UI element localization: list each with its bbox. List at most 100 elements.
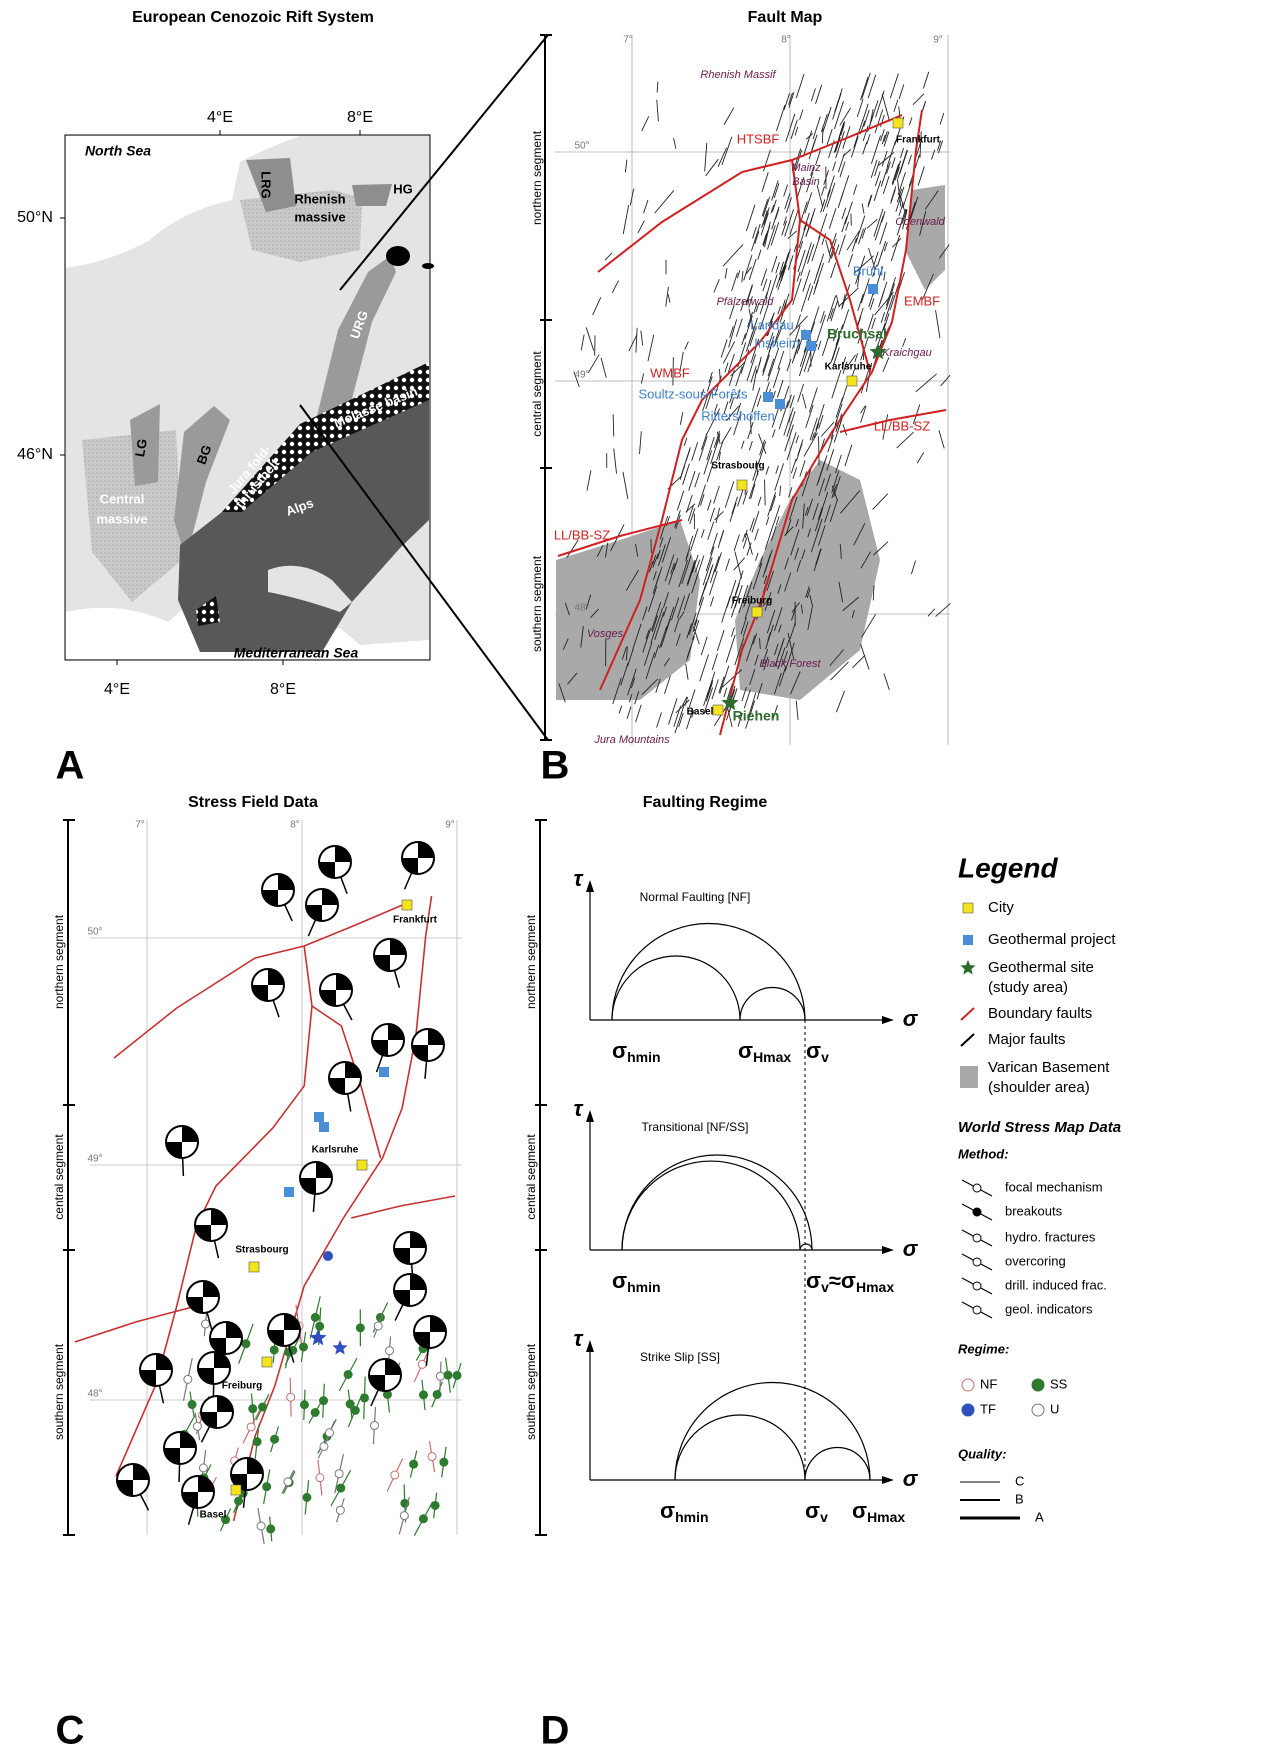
major-fault bbox=[788, 487, 793, 498]
major-fault bbox=[860, 405, 867, 423]
major-fault bbox=[891, 164, 899, 185]
major-fault bbox=[700, 389, 705, 398]
major-fault bbox=[764, 592, 772, 611]
major-fault bbox=[839, 490, 861, 514]
major-fault bbox=[830, 262, 837, 279]
major-fault bbox=[687, 505, 694, 522]
major-fault bbox=[714, 552, 722, 573]
legend-symbol bbox=[960, 1033, 975, 1047]
major-fault bbox=[771, 255, 778, 273]
major-fault bbox=[724, 481, 735, 508]
legend-heading: Method: bbox=[958, 1146, 1009, 1161]
major-fault bbox=[813, 548, 822, 572]
major-fault bbox=[745, 286, 753, 306]
stress-marker bbox=[319, 1396, 329, 1406]
major-fault bbox=[651, 615, 658, 633]
major-fault bbox=[883, 313, 890, 331]
stress-marker bbox=[221, 1515, 231, 1525]
major-fault bbox=[573, 371, 580, 387]
major-fault bbox=[754, 528, 759, 541]
major-fault bbox=[803, 432, 818, 457]
stress-marker bbox=[319, 1441, 329, 1451]
major-fault bbox=[846, 230, 860, 251]
stress-marker bbox=[355, 1323, 365, 1333]
focal-quadrant bbox=[394, 1232, 426, 1264]
major-fault bbox=[817, 455, 828, 483]
major-fault bbox=[809, 594, 814, 608]
major-fault bbox=[789, 208, 799, 236]
major-fault bbox=[784, 642, 795, 672]
major-fault bbox=[684, 696, 689, 707]
basement bbox=[556, 520, 700, 700]
major-fault bbox=[725, 558, 730, 571]
major-fault bbox=[907, 154, 912, 165]
major-fault bbox=[567, 672, 578, 685]
major-fault bbox=[714, 511, 724, 521]
major-fault bbox=[733, 534, 740, 552]
legend-item: overcoring bbox=[1005, 1253, 1066, 1268]
major-fault bbox=[784, 572, 792, 592]
city-marker bbox=[846, 375, 858, 387]
legend-item: Boundary faults bbox=[988, 1005, 1092, 1022]
boundary-fault bbox=[557, 519, 683, 557]
major-fault bbox=[938, 430, 945, 449]
stress-label: σhmin bbox=[612, 1038, 661, 1065]
major-fault bbox=[762, 196, 771, 218]
region-label: Central bbox=[100, 491, 145, 506]
major-fault bbox=[795, 150, 803, 170]
major-fault bbox=[729, 502, 737, 522]
major-fault bbox=[643, 642, 653, 666]
major-fault bbox=[816, 314, 826, 343]
major-fault bbox=[654, 611, 665, 640]
major-fault bbox=[748, 296, 753, 308]
major-fault bbox=[706, 671, 716, 696]
basement bbox=[735, 460, 880, 700]
major-fault bbox=[790, 119, 798, 140]
major-fault bbox=[648, 585, 658, 612]
major-fault bbox=[896, 178, 902, 207]
major-fault bbox=[741, 333, 746, 346]
major-fault bbox=[826, 128, 833, 145]
major-fault bbox=[654, 189, 675, 214]
major-fault bbox=[703, 450, 713, 475]
major-fault bbox=[663, 592, 669, 608]
city-marker bbox=[230, 1484, 242, 1496]
major-fault bbox=[664, 554, 675, 582]
major-fault bbox=[844, 444, 853, 467]
major-fault bbox=[743, 689, 751, 709]
major-fault bbox=[755, 460, 759, 476]
major-fault bbox=[693, 626, 700, 645]
map-label: Strasbourg bbox=[711, 461, 764, 472]
stress-marker bbox=[262, 1482, 272, 1492]
faults bbox=[558, 71, 951, 734]
major-fault bbox=[689, 508, 696, 525]
segment-label: central segment bbox=[524, 1134, 538, 1220]
legend-symbol bbox=[960, 1066, 978, 1088]
major-fault bbox=[786, 394, 792, 408]
legend-symbol bbox=[960, 1007, 975, 1021]
stress-label: σv bbox=[806, 1038, 829, 1065]
major-fault bbox=[694, 472, 700, 488]
major-fault bbox=[778, 400, 789, 430]
major-fault bbox=[815, 150, 821, 166]
stress-marker bbox=[345, 1399, 355, 1409]
tau-label: τ bbox=[574, 1096, 584, 1121]
major-fault bbox=[716, 431, 721, 444]
major-fault bbox=[767, 358, 775, 377]
major-fault bbox=[753, 303, 758, 314]
major-fault bbox=[867, 194, 872, 206]
major-fault bbox=[679, 351, 684, 372]
stress-orientation bbox=[370, 1389, 380, 1407]
major-fault bbox=[845, 175, 850, 185]
legend-item: TF bbox=[980, 1401, 996, 1416]
map-label: Mainz bbox=[791, 162, 821, 174]
stress-marker bbox=[258, 1402, 268, 1412]
major-fault bbox=[729, 393, 734, 404]
major-fault bbox=[659, 537, 664, 548]
major-fault bbox=[835, 130, 845, 159]
major-fault bbox=[880, 114, 885, 127]
major-fault bbox=[724, 362, 729, 373]
stress-marker bbox=[336, 1483, 346, 1493]
major-fault bbox=[882, 210, 886, 219]
mohr-circle bbox=[611, 955, 741, 1021]
